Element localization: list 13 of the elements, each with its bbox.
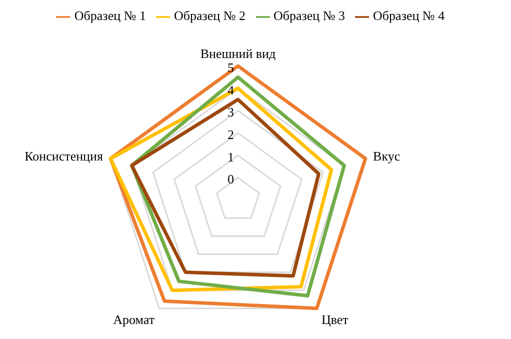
spoke-label: Вкус	[373, 148, 400, 164]
spoke-label: Внешний вид	[200, 46, 276, 61]
legend-label: Образец № 3	[274, 8, 346, 23]
spoke-label: Консистенция	[24, 148, 103, 164]
spoke-label: Цвет	[321, 312, 349, 328]
y-tick-label: 3	[228, 104, 234, 120]
y-tick-label: 2	[228, 127, 234, 142]
legend-label: Образец № 1	[74, 8, 146, 23]
y-tick-label: 0	[228, 172, 234, 187]
legend-label: Образец № 4	[373, 8, 445, 23]
legend-label: Образец № 2	[174, 8, 246, 23]
y-tick-label: 1	[228, 149, 234, 164]
spoke-label: Аромат	[113, 312, 155, 328]
